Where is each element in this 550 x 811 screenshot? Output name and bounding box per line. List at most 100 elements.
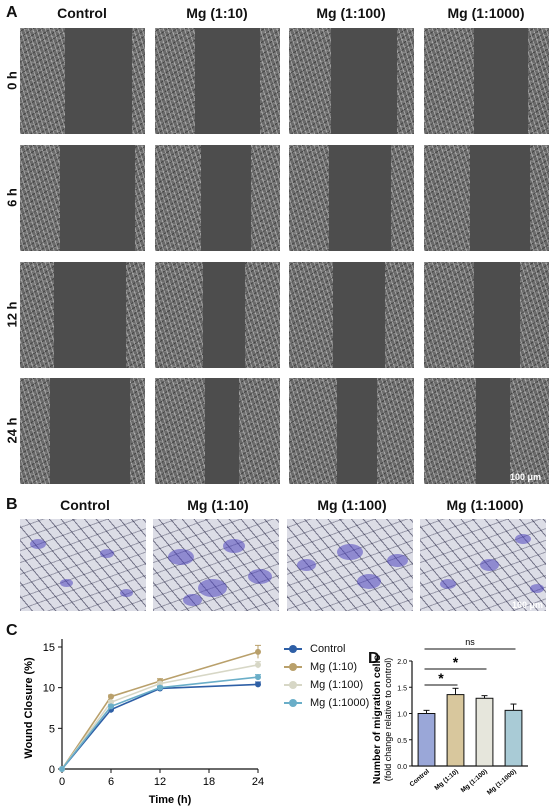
transwell-image-0 bbox=[20, 519, 146, 611]
wound-closure-legend: Control Mg (1:10) Mg (1:100) Mg (1:1000) bbox=[284, 640, 369, 712]
wound-gap bbox=[201, 145, 251, 251]
column-header-a-2: Mg (1:100) bbox=[316, 5, 386, 21]
data-point bbox=[255, 681, 261, 688]
panel-label-c: C bbox=[6, 622, 18, 639]
x-tick-label: 12 bbox=[154, 776, 166, 788]
y-tick-label-d: 1.0 bbox=[397, 712, 407, 719]
wound-gap bbox=[333, 262, 385, 368]
data-point bbox=[59, 766, 65, 772]
legend-swatch bbox=[284, 644, 302, 654]
category-label-d: Mg (1:10) bbox=[433, 768, 459, 792]
stained-cell-cluster bbox=[223, 539, 246, 553]
wound-image-3-3 bbox=[424, 378, 549, 484]
x-axis-label: Time (h) bbox=[149, 794, 192, 806]
y-tick-label: 15 bbox=[43, 642, 55, 654]
y-tick-label: 0 bbox=[49, 764, 55, 776]
series-line-3 bbox=[61, 676, 259, 770]
migration-cells-bar-chart: 0.0 0.5 1.0 1.5 2.0 Number of migration cells… bbox=[371, 637, 528, 797]
stained-cell-cluster bbox=[297, 559, 317, 571]
y-tick-label: 5 bbox=[49, 723, 55, 735]
series-line-0 bbox=[61, 683, 259, 770]
stain-texture bbox=[153, 519, 279, 611]
legend-swatch bbox=[284, 698, 302, 708]
stain-texture bbox=[20, 519, 146, 611]
data-point bbox=[157, 684, 163, 691]
legend-item-2: Mg (1:100) bbox=[284, 676, 369, 694]
legend-swatch bbox=[284, 680, 302, 690]
row-header-3: 24 h bbox=[4, 417, 20, 444]
x-tick-label: 6 bbox=[108, 776, 114, 788]
stained-cell-cluster bbox=[168, 549, 194, 565]
column-header-b-1: Mg (1:10) bbox=[187, 497, 249, 513]
bar-2 bbox=[475, 697, 494, 767]
panel-label-b: B bbox=[6, 496, 18, 513]
x-tick-label: 24 bbox=[252, 776, 264, 788]
wound-image-1-1 bbox=[155, 145, 280, 251]
data-point bbox=[255, 648, 261, 655]
legend-label: Mg (1:100) bbox=[310, 679, 364, 691]
data-point bbox=[108, 693, 114, 700]
y-axis-label: Wound Closure (%) bbox=[23, 657, 35, 759]
stained-cell-cluster bbox=[530, 584, 545, 593]
stained-cell-cluster bbox=[480, 559, 500, 571]
stained-cell-cluster bbox=[387, 554, 408, 567]
legend-swatch-dot bbox=[289, 663, 297, 671]
wound-gap bbox=[65, 28, 132, 134]
data-point bbox=[255, 661, 261, 668]
wound-gap bbox=[476, 378, 510, 484]
legend-item-0: Control bbox=[284, 640, 369, 658]
stained-cell-cluster bbox=[198, 579, 227, 597]
scale-bar-label-b: 100 μm bbox=[512, 600, 544, 610]
legend-swatch-dot bbox=[289, 699, 297, 707]
stained-cell-cluster bbox=[100, 549, 115, 558]
wound-image-3-2 bbox=[289, 378, 414, 484]
category-label-d: Mg (1:100) bbox=[460, 768, 489, 794]
data-point bbox=[255, 674, 261, 681]
series-line-1 bbox=[61, 651, 259, 770]
stained-cell-cluster bbox=[30, 539, 46, 549]
wound-gap bbox=[331, 28, 397, 134]
wound-gap bbox=[337, 378, 377, 484]
wound-image-1-0 bbox=[20, 145, 145, 251]
stained-cell-cluster bbox=[440, 579, 456, 589]
column-header-b-2: Mg (1:100) bbox=[317, 497, 387, 513]
stained-cell-cluster bbox=[60, 579, 73, 587]
wound-image-3-1 bbox=[155, 378, 280, 484]
legend-swatch bbox=[284, 662, 302, 672]
significance-label: * bbox=[453, 654, 459, 670]
x-tick-label: 0 bbox=[59, 776, 65, 788]
y-tick-label-d: 2.0 bbox=[397, 659, 407, 666]
stained-cell-cluster bbox=[120, 589, 133, 597]
wound-gap bbox=[474, 262, 520, 368]
bar-3 bbox=[504, 709, 523, 767]
column-header-a-0: Control bbox=[57, 5, 107, 21]
legend-item-3: Mg (1:1000) bbox=[284, 694, 369, 712]
wound-image-3-0 bbox=[20, 378, 145, 484]
y-axis-sublabel-d: (fold change relative to control) bbox=[383, 658, 393, 782]
legend-label: Mg (1:1000) bbox=[310, 697, 370, 709]
wound-closure-line-chart: 0 5 10 15 0 6 12 18 24 Time (h) Wound Closure (%) bbox=[23, 639, 264, 806]
series-line-2 bbox=[61, 664, 259, 770]
legend-swatch-dot bbox=[289, 681, 297, 689]
wound-gap bbox=[50, 378, 130, 484]
row-header-0: 0 h bbox=[4, 71, 20, 90]
wound-image-2-2 bbox=[289, 262, 414, 368]
wound-image-0-3 bbox=[424, 28, 549, 134]
significance-label: ns bbox=[465, 637, 475, 647]
wound-image-0-2 bbox=[289, 28, 414, 134]
legend-swatch-dot bbox=[289, 645, 297, 653]
stained-cell-cluster bbox=[183, 594, 203, 606]
wound-image-2-1 bbox=[155, 262, 280, 368]
category-label-d: Mg (1:1000) bbox=[486, 768, 518, 796]
data-point bbox=[108, 703, 114, 710]
stained-cell-cluster bbox=[248, 569, 272, 584]
legend-label: Mg (1:10) bbox=[310, 661, 358, 673]
column-header-a-1: Mg (1:10) bbox=[186, 5, 248, 21]
transwell-image-3 bbox=[420, 519, 546, 611]
y-tick-label-d: 0.0 bbox=[397, 764, 407, 771]
scale-bar-label-a: 100 μm bbox=[510, 472, 542, 482]
column-header-a-3: Mg (1:1000) bbox=[447, 5, 525, 21]
legend-item-1: Mg (1:10) bbox=[284, 658, 369, 676]
y-tick-label-d: 0.5 bbox=[397, 738, 407, 745]
y-tick-label-d: 1.5 bbox=[397, 685, 407, 692]
